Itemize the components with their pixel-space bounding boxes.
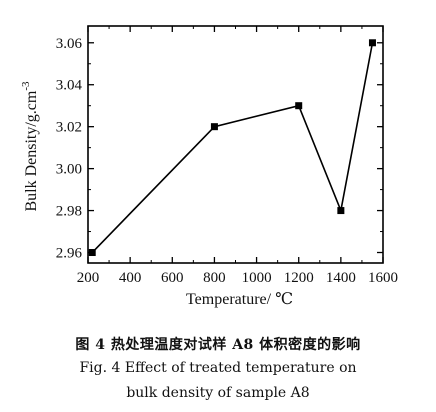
x-axis-label: Temperature/ ℃ bbox=[186, 291, 293, 308]
chart: 200 400 600 800 1000 1200 1400 1600 2.96 2.98 3.00… bbox=[20, 25, 398, 308]
x-tick-label: 600 bbox=[161, 270, 184, 286]
plot-area: 200 400 600 800 1000 1200 1400 1600 2.96 2.98 3.00… bbox=[20, 25, 398, 308]
x-tick-label: 800 bbox=[203, 270, 226, 286]
plot-frame bbox=[87, 25, 384, 264]
y-tick-label: 2.96 bbox=[56, 246, 83, 262]
y-tick-label: 3.02 bbox=[56, 120, 82, 136]
figure-caption-english-line1: Fig. 4 Effect of treated temperature on bbox=[79, 360, 357, 376]
x-tick-label: 200 bbox=[77, 270, 100, 286]
y-tick-label: 3.00 bbox=[56, 162, 82, 178]
y-axis-label-superscript: -3 bbox=[20, 81, 32, 91]
y-axis-label: Bulk Density/g.cm-3 bbox=[20, 81, 40, 212]
data-point-marker bbox=[210, 123, 218, 131]
x-tick-label: 400 bbox=[119, 270, 142, 286]
y-tick-label: 2.98 bbox=[56, 204, 82, 220]
y-tick-label: 3.04 bbox=[56, 78, 83, 94]
figure-caption-chinese: 图 4 热处理温度对试样 A8 体积密度的影响 bbox=[75, 337, 361, 353]
series-line bbox=[91, 42, 374, 254]
x-tick-label: 1400 bbox=[326, 270, 356, 286]
x-tick-label: 1200 bbox=[284, 270, 314, 286]
y-tick-label: 3.06 bbox=[56, 36, 83, 52]
data-point-marker bbox=[368, 39, 376, 47]
y-axis-label-main: Bulk Density/g.cm bbox=[23, 90, 40, 211]
x-tick-label: 1000 bbox=[242, 270, 272, 286]
data-point-marker bbox=[295, 102, 303, 110]
figure-caption-english-line2: bulk density of sample A8 bbox=[126, 385, 310, 401]
x-tick-label: 1600 bbox=[368, 270, 398, 286]
data-point-marker bbox=[337, 207, 345, 215]
data-point-marker bbox=[88, 249, 96, 257]
